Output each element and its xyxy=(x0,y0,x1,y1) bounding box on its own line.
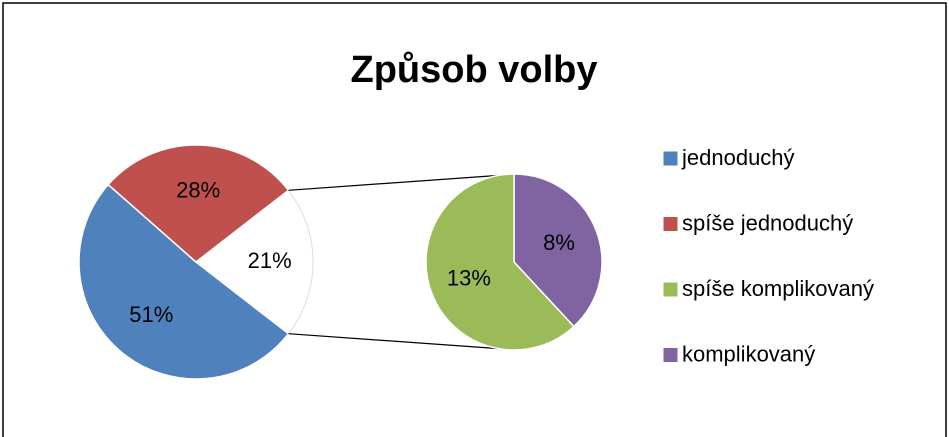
legend-swatch xyxy=(662,347,679,363)
pie-slice xyxy=(107,144,290,263)
chart-title: Způsob volby xyxy=(351,49,598,91)
pie-slice xyxy=(425,173,575,351)
legend-label: spíše jednoduchý xyxy=(682,210,853,235)
data-label: 21% xyxy=(248,248,292,273)
legend-swatch xyxy=(662,150,679,167)
pie-slice xyxy=(78,183,290,380)
pie-slice xyxy=(513,173,603,328)
connector-line xyxy=(288,174,505,191)
connector-line xyxy=(288,333,505,350)
legend-label: komplikovaný xyxy=(682,341,815,366)
data-label: 51% xyxy=(129,302,173,327)
legend-label: jednoduchý xyxy=(681,145,795,170)
data-label: 8% xyxy=(543,230,575,255)
data-label: 28% xyxy=(176,178,220,203)
legend-swatch xyxy=(662,281,679,298)
legend-label: spíše komplikovaný xyxy=(682,276,874,301)
legend-swatch xyxy=(662,216,679,232)
pie-slice xyxy=(195,189,314,335)
data-label: 13% xyxy=(447,265,491,290)
